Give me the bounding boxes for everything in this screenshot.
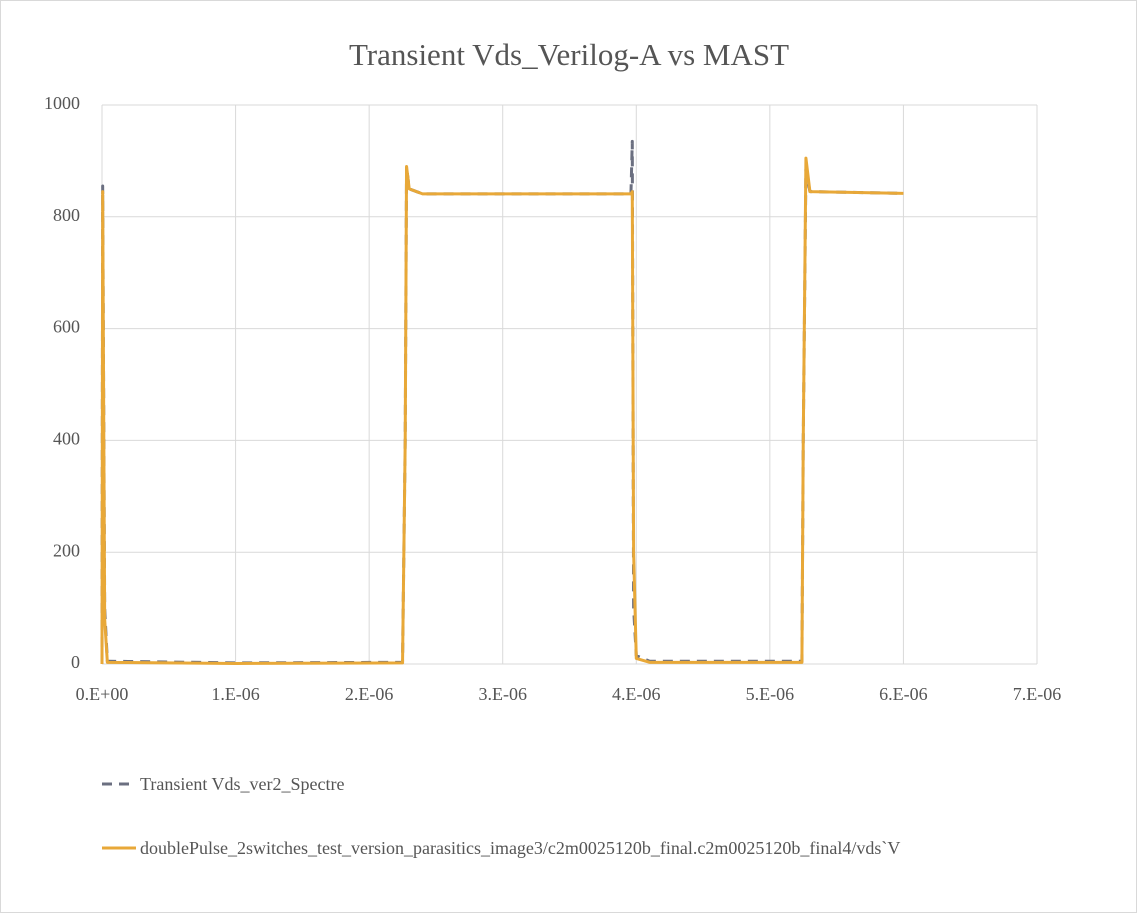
y-tick-label: 1000 — [44, 93, 80, 113]
x-tick-label: 0.E+00 — [76, 684, 129, 704]
series-line — [100, 156, 904, 665]
x-tick-label: 4.E-06 — [612, 684, 661, 704]
x-tick-label: 3.E-06 — [478, 684, 527, 704]
y-tick-label: 800 — [53, 205, 80, 225]
legend-label: doublePulse_2switches_test_version_paras… — [140, 838, 901, 858]
y-tick-label: 200 — [53, 540, 80, 560]
x-tick-label: 1.E-06 — [211, 684, 260, 704]
y-tick-label: 400 — [53, 429, 80, 449]
x-tick-label: 7.E-06 — [1013, 684, 1062, 704]
legend-label: Transient Vds_ver2_Spectre — [140, 774, 345, 794]
x-tick-label: 5.E-06 — [746, 684, 795, 704]
x-tick-label: 6.E-06 — [879, 684, 928, 704]
chart-title: Transient Vds_Verilog-A vs MAST — [349, 37, 789, 72]
x-tick-label: 2.E-06 — [345, 684, 394, 704]
y-tick-label: 0 — [71, 652, 80, 672]
y-tick-label: 600 — [53, 317, 80, 337]
